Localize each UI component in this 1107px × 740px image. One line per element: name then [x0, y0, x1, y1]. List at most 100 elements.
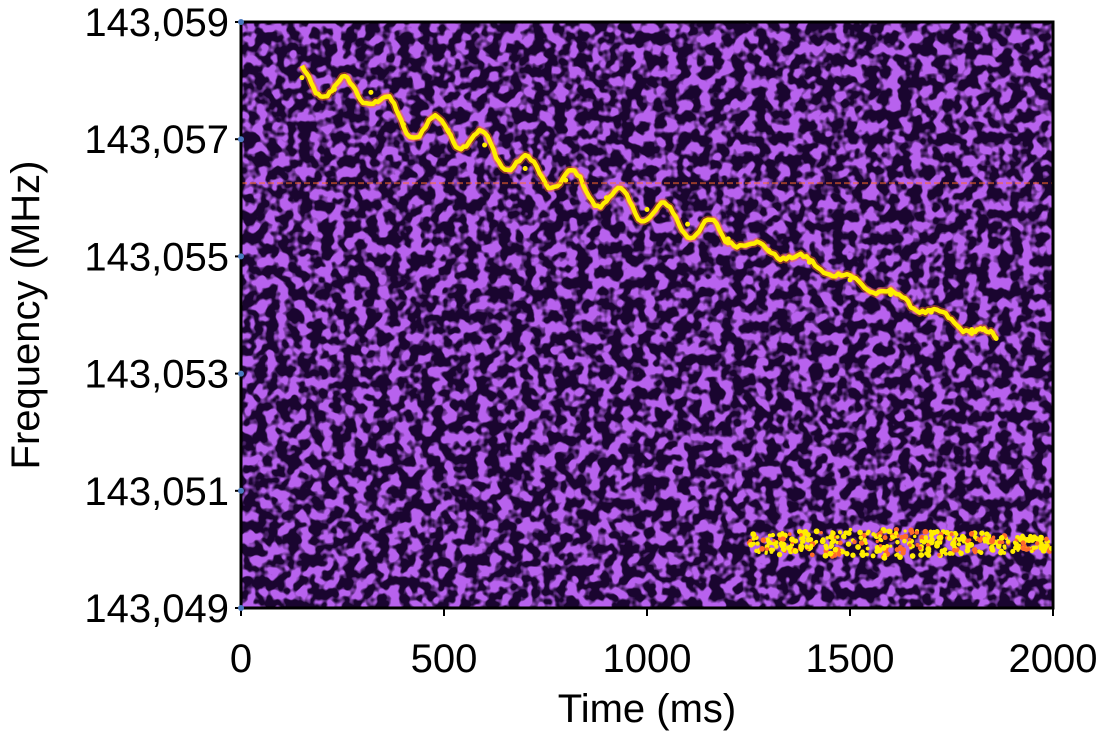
carrier-spread-dot — [881, 555, 888, 561]
carrier-spread-dot — [777, 532, 783, 538]
constant-carrier-series — [241, 526, 1053, 561]
carrier-spread-dot — [922, 528, 929, 535]
doppler-trace-point — [482, 142, 488, 148]
carrier-spread-dot — [1030, 549, 1034, 554]
y-tick-dot — [238, 136, 244, 143]
carrier-spread-dot — [902, 533, 909, 540]
carrier-spread-dot — [825, 536, 829, 540]
carrier-spread-dot — [969, 531, 975, 536]
carrier-spread-dot — [866, 529, 871, 534]
noise-texture — [241, 22, 1053, 608]
carrier-spread-dot — [842, 550, 846, 554]
carrier-spread-dot — [846, 530, 852, 536]
x-tick-label: 2000 — [1009, 637, 1098, 681]
y-axis: 143,049 143,051 143,053 143,055 143,057 143,0… — [84, 1, 244, 631]
carrier-spread-dot — [832, 553, 838, 558]
carrier-spread-dot — [860, 552, 866, 558]
x-tick-label: 1000 — [603, 637, 692, 681]
doppler-trace-point — [888, 291, 894, 297]
carrier-spread-dot — [972, 535, 978, 540]
carrier-spread-dot — [937, 553, 941, 557]
carrier-spread-dot — [827, 550, 834, 557]
carrier-spread-dot — [947, 551, 953, 556]
carrier-spread-dot — [799, 530, 804, 534]
plot-area — [239, 20, 1055, 610]
y-axis-title: Frequency (MHz) — [4, 161, 48, 470]
carrier-spread-dot — [830, 530, 836, 537]
doppler-trace-point — [993, 335, 999, 341]
carrier-spread-dot — [809, 552, 815, 558]
carrier-spread-dot — [923, 535, 929, 540]
carrier-spread-dot — [813, 528, 820, 535]
x-axis-title: Time (ms) — [558, 687, 736, 731]
doppler-trace-series — [298, 63, 1000, 341]
carrier-spread-dot — [799, 532, 803, 537]
carrier-spread-dot — [765, 547, 769, 551]
carrier-spread-dot — [878, 534, 882, 538]
carrier-spread-dot — [1016, 548, 1020, 552]
y-tick-label: 143,053 — [84, 353, 229, 397]
x-tick-label: 0 — [230, 637, 252, 681]
carrier-spread-dot — [914, 530, 920, 535]
carrier-spread-dot — [835, 535, 840, 539]
doppler-trace-point — [644, 207, 650, 213]
carrier-spread-dot — [1010, 548, 1016, 554]
carrier-spread-dot — [964, 547, 971, 554]
carrier-spread-dot — [895, 552, 900, 557]
carrier-spread-dot — [751, 532, 757, 538]
carrier-spread-dot — [850, 552, 856, 558]
carrier-spread-dot — [971, 546, 978, 553]
carrier-spread-dot — [954, 532, 959, 537]
carrier-spread-dot — [757, 550, 761, 555]
carrier-spread-dot — [913, 534, 917, 539]
carrier-spread-dot — [903, 529, 907, 533]
carrier-spread-dot — [949, 532, 954, 537]
carrier-spread-dot — [944, 552, 948, 556]
carrier-spread-dot — [858, 535, 864, 541]
carrier-spread-dot — [909, 553, 916, 559]
carrier-spread-dot — [770, 532, 776, 538]
y-tick-label: 143,059 — [84, 1, 229, 45]
carrier-spread-dot — [886, 528, 892, 534]
x-tick-label: 1500 — [806, 637, 895, 681]
carrier-spread-dot — [822, 552, 829, 559]
y-tick-dot — [238, 253, 244, 260]
carrier-spread-dot — [984, 531, 990, 537]
carrier-spread-dot — [857, 529, 863, 536]
carrier-spread-dot — [870, 553, 876, 559]
carrier-spread-dot — [882, 534, 888, 541]
doppler-trace-point — [331, 86, 337, 92]
doppler-trace-point — [725, 236, 731, 242]
carrier-spread-dot — [893, 530, 899, 536]
carrier-spread-dot — [803, 531, 808, 536]
carrier-spread-dot — [819, 530, 823, 535]
doppler-trace-point — [368, 89, 374, 95]
y-tick-label: 143,055 — [84, 235, 229, 279]
carrier-spread-dot — [911, 530, 915, 535]
carrier-spread-dot — [874, 548, 880, 554]
carrier-spread-dot — [978, 550, 984, 556]
y-tick-dot — [238, 19, 244, 25]
y-tick-dot — [238, 370, 244, 377]
doppler-trace-point — [400, 122, 406, 128]
carrier-spread-dot — [891, 535, 896, 540]
carrier-spread-dot — [894, 547, 900, 553]
carrier-spread-dot — [934, 528, 940, 535]
carrier-spread-dot — [837, 530, 843, 535]
carrier-spread-dot — [944, 529, 950, 536]
doppler-trace-point — [299, 75, 305, 81]
doppler-trace-point — [928, 309, 934, 315]
doppler-trace-point — [685, 221, 691, 227]
carrier-spread-dot — [926, 552, 932, 558]
x-axis: 0 500 1000 1500 2000 — [230, 608, 1098, 681]
carrier-spread-dot — [939, 548, 946, 554]
carrier-spread-dot — [848, 527, 853, 532]
carrier-spread-dot — [836, 552, 842, 557]
carrier-spread-dot — [921, 553, 925, 557]
carrier-spread-dot — [878, 530, 883, 535]
x-tick-label: 500 — [411, 637, 478, 681]
carrier-spread-dot — [951, 547, 957, 553]
y-tick-label: 143,051 — [84, 470, 229, 514]
doppler-trace-point — [603, 195, 609, 201]
